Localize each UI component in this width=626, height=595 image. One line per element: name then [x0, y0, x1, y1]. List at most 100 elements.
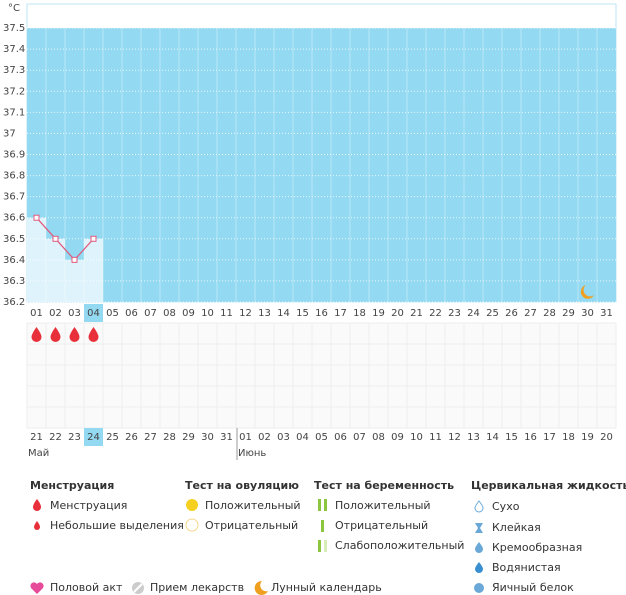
- x-tick-label: 01: [30, 308, 43, 319]
- date-label: 07: [353, 432, 366, 443]
- legend-item: Половой акт: [50, 581, 123, 594]
- date-label: 15: [505, 432, 518, 443]
- legend-item: Кремообразная: [492, 541, 582, 554]
- temp-point: [90, 235, 97, 242]
- icon: [30, 582, 44, 594]
- date-label: 14: [486, 432, 499, 443]
- x-tick-label: 28: [543, 308, 556, 319]
- date-label: 01: [239, 432, 252, 443]
- temp-column: [46, 238, 65, 302]
- date-label: 27: [144, 432, 157, 443]
- drop: [50, 327, 61, 342]
- x-tick-label: 26: [505, 308, 518, 319]
- legend-item: Отрицательный: [205, 519, 298, 532]
- date-label: 10: [410, 432, 423, 443]
- legend-item: Водянистая: [492, 561, 561, 574]
- legend-title: Тест на овуляцию: [185, 479, 299, 492]
- x-tick-label: 09: [182, 308, 195, 319]
- y-tick-label: 37.4: [3, 44, 25, 55]
- date-label: 18: [562, 432, 575, 443]
- temp-point: [33, 214, 40, 221]
- legend-item: Клейкая: [492, 521, 541, 534]
- temp-line: [36, 217, 94, 261]
- temp-column: [84, 238, 103, 302]
- legend-item: Положительный: [205, 499, 301, 512]
- date-label: 25: [106, 432, 119, 443]
- date-label: 06: [334, 432, 347, 443]
- date-label: 29: [182, 432, 195, 443]
- date-label: 30: [201, 432, 214, 443]
- icon: [254, 580, 268, 595]
- date-label: 02: [258, 432, 271, 443]
- date-label: 05: [315, 432, 328, 443]
- date-label: 19: [581, 432, 594, 443]
- moon-icon: [580, 285, 594, 299]
- x-tick-label: 11: [220, 308, 233, 319]
- x-tick-label: 24: [467, 308, 480, 319]
- today-cell: [84, 304, 103, 322]
- legend-item: Менструация: [50, 499, 127, 512]
- x-tick-label: 13: [258, 308, 271, 319]
- x-tick-label: 04: [87, 308, 100, 319]
- icon: [186, 499, 198, 511]
- date-label: 16: [524, 432, 537, 443]
- icon: [33, 499, 41, 511]
- day-grid: [27, 323, 616, 428]
- fertile-area: [27, 28, 616, 302]
- y-tick-label: 37.1: [3, 107, 25, 118]
- icon: [185, 518, 199, 532]
- x-tick-label: 06: [125, 308, 138, 319]
- y-tick-label: 36.6: [3, 213, 25, 224]
- y-tick-label: 36.8: [3, 171, 25, 182]
- y-tick-label: 36.4: [3, 255, 25, 266]
- y-tick-label: 37: [3, 128, 16, 139]
- date-label: 13: [467, 432, 480, 443]
- x-tick-label: 12: [239, 308, 252, 319]
- legend-title: Цервикальная жидкость: [471, 479, 626, 492]
- icon: [133, 583, 143, 593]
- legend-title: Менструация: [30, 479, 114, 492]
- icon: [474, 583, 484, 593]
- date-label: 09: [391, 432, 404, 443]
- legend: Менструация Менструация Небольшие выделе…: [30, 479, 626, 595]
- icon: [475, 523, 483, 533]
- date-label: 23: [68, 432, 81, 443]
- x-tick-label: 29: [562, 308, 575, 319]
- legend-item: Яичный белок: [492, 581, 574, 594]
- date-label: 22: [49, 432, 62, 443]
- icon: [321, 520, 324, 532]
- temp-point: [52, 235, 59, 242]
- x-tick-label: 22: [429, 308, 442, 319]
- icon: [34, 521, 40, 530]
- today-cell: [84, 428, 103, 446]
- icon: [475, 542, 483, 553]
- y-axis-label: °C: [8, 3, 20, 14]
- x-tick-label: 21: [410, 308, 423, 319]
- legend-item: Лунный календарь: [271, 581, 382, 594]
- y-tick-label: 36.9: [3, 150, 25, 161]
- icon: [324, 499, 327, 511]
- month-label: Май: [28, 448, 49, 459]
- x-tick-label: 19: [372, 308, 385, 319]
- y-tick-label: 36.7: [3, 192, 25, 203]
- x-tick-label: 05: [106, 308, 119, 319]
- temp-point: [71, 256, 78, 263]
- x-tick-label: 10: [201, 308, 214, 319]
- date-label: 31: [220, 432, 233, 443]
- icon: [324, 540, 327, 552]
- drop: [69, 327, 80, 342]
- x-tick-label: 25: [486, 308, 499, 319]
- y-tick-label: 36.2: [3, 297, 25, 308]
- legend-title: Тест на беременность: [314, 479, 454, 492]
- x-tick-label: 03: [68, 308, 81, 319]
- menstruation-drops: [31, 327, 99, 342]
- x-tick-label: 20: [391, 308, 404, 319]
- date-label: 24: [87, 432, 100, 443]
- x-tick-label: 08: [163, 308, 176, 319]
- x-tick-label: 30: [581, 308, 594, 319]
- x-tick-label: 27: [524, 308, 537, 319]
- drop: [88, 327, 99, 342]
- icon: [318, 540, 321, 552]
- x-tick-label: 07: [144, 308, 157, 319]
